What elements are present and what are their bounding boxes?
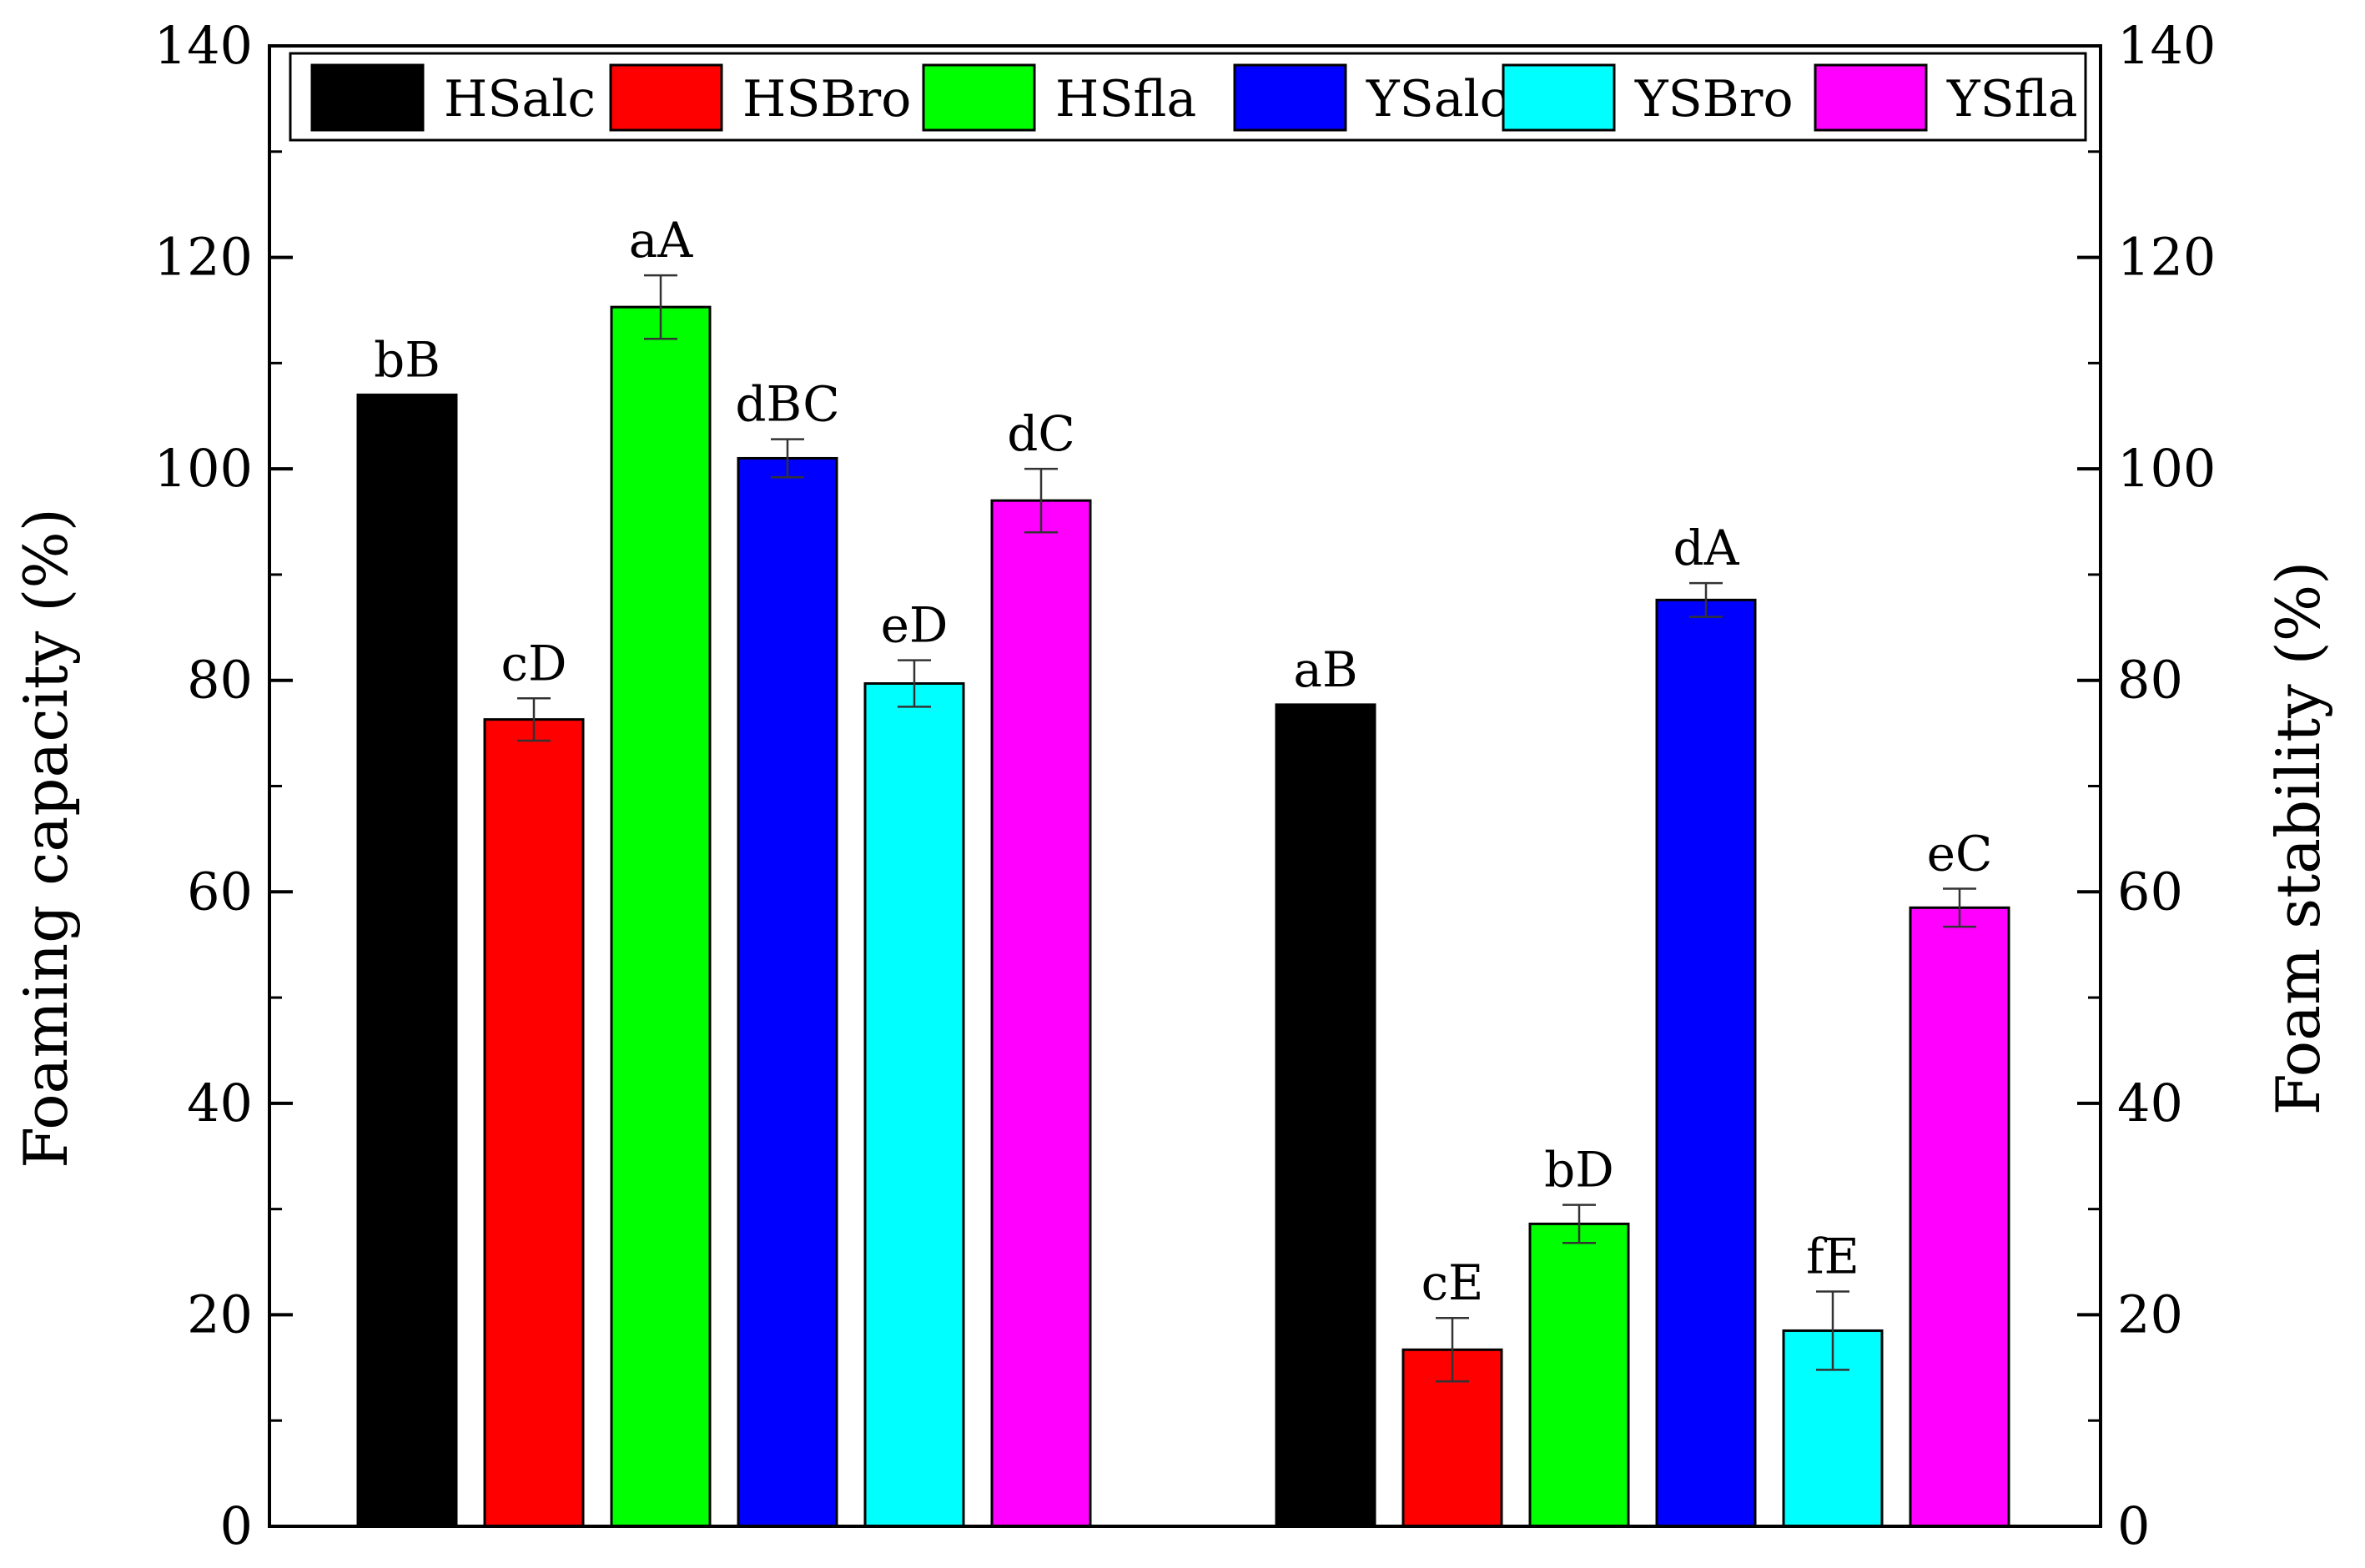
right-tick-label: 20 (2117, 1284, 2183, 1344)
left-tick-label: 100 (154, 438, 253, 499)
bar-letter-label: aA (629, 212, 694, 269)
left-tick-label: 120 (154, 227, 253, 288)
legend-label-hsfla: HSfla (1055, 70, 1196, 128)
legend-label-ysfla: YSfla (1946, 70, 2078, 128)
bar-capacity-ysfla (990, 499, 1092, 1528)
bar-letter-label: dBC (735, 376, 839, 433)
legend-swatch-hsbro (609, 63, 723, 132)
legend-label-ysalc: YSalc (1366, 70, 1507, 128)
legend-label-ysbro: YSBro (1634, 70, 1794, 128)
right-tick-label: 60 (2117, 861, 2183, 922)
bar-letter-label: eC (1927, 825, 1993, 882)
bar-letter-label: bB (374, 331, 440, 388)
bar-capacity-ysbro (863, 682, 965, 1528)
legend-label-hsalc: HSalc (444, 70, 596, 128)
right-axis-title: Foam stability (%) (2263, 561, 2333, 1116)
left-tick-label: 60 (187, 861, 253, 922)
bar-stability-hsfla (1528, 1222, 1630, 1528)
right-tick-label: 80 (2117, 650, 2183, 711)
bar-stability-ysfla (1909, 906, 2010, 1528)
legend: HSalc HSBro HSfla YSalc YSBro YSfla (289, 52, 2087, 142)
bar-letter-label: dA (1673, 520, 1739, 576)
legend-label-hsbro: HSBro (742, 70, 911, 128)
right-tick-label: 100 (2117, 438, 2216, 499)
right-tick-label: 40 (2117, 1073, 2183, 1133)
bar-letter-label: aB (1293, 641, 1357, 698)
bar-capacity-hsalc (356, 393, 458, 1528)
right-tick-label: 140 (2117, 15, 2216, 76)
right-tick-label: 120 (2117, 227, 2216, 288)
bar-letter-label: dC (1007, 405, 1075, 462)
left-tick-label: 0 (220, 1495, 253, 1556)
bar-stability-ysalc (1655, 598, 1757, 1528)
right-tick-label: 0 (2117, 1495, 2150, 1556)
legend-swatch-hsalc (310, 63, 425, 132)
legend-swatch-hsfla (922, 63, 1036, 132)
legend-swatch-ysalc (1233, 63, 1347, 132)
bar-letter-label: eD (881, 597, 949, 654)
legend-box (289, 52, 2087, 142)
bar-capacity-ysalc (737, 456, 838, 1528)
bar-letter-label: fE (1806, 1229, 1859, 1285)
bar-capacity-hsfla (610, 305, 712, 1528)
left-tick-label: 40 (187, 1073, 253, 1133)
legend-swatch-ysfla (1814, 63, 1928, 132)
left-tick-label: 20 (187, 1284, 253, 1344)
axes-layer: 0 0 20 20 40 40 60 60 80 80 100 100 120 120 140 140 (154, 15, 2217, 1556)
bar-capacity-hsbro (483, 718, 585, 1528)
left-tick-label: 140 (154, 15, 253, 76)
legend-swatch-ysbro (1502, 63, 1616, 132)
bar-letter-label: bD (1544, 1142, 1614, 1199)
left-tick-label: 80 (187, 650, 253, 711)
bar-letter-label: cE (1422, 1254, 1484, 1311)
bars-layer: bB cD aA dBC eD dC aB cE bD dA fE eC (356, 212, 2010, 1528)
bar-letter-label: cD (501, 635, 567, 691)
left-axis-title: Foaming capacity (%) (11, 508, 81, 1168)
bar-stability-hsalc (1275, 703, 1376, 1528)
